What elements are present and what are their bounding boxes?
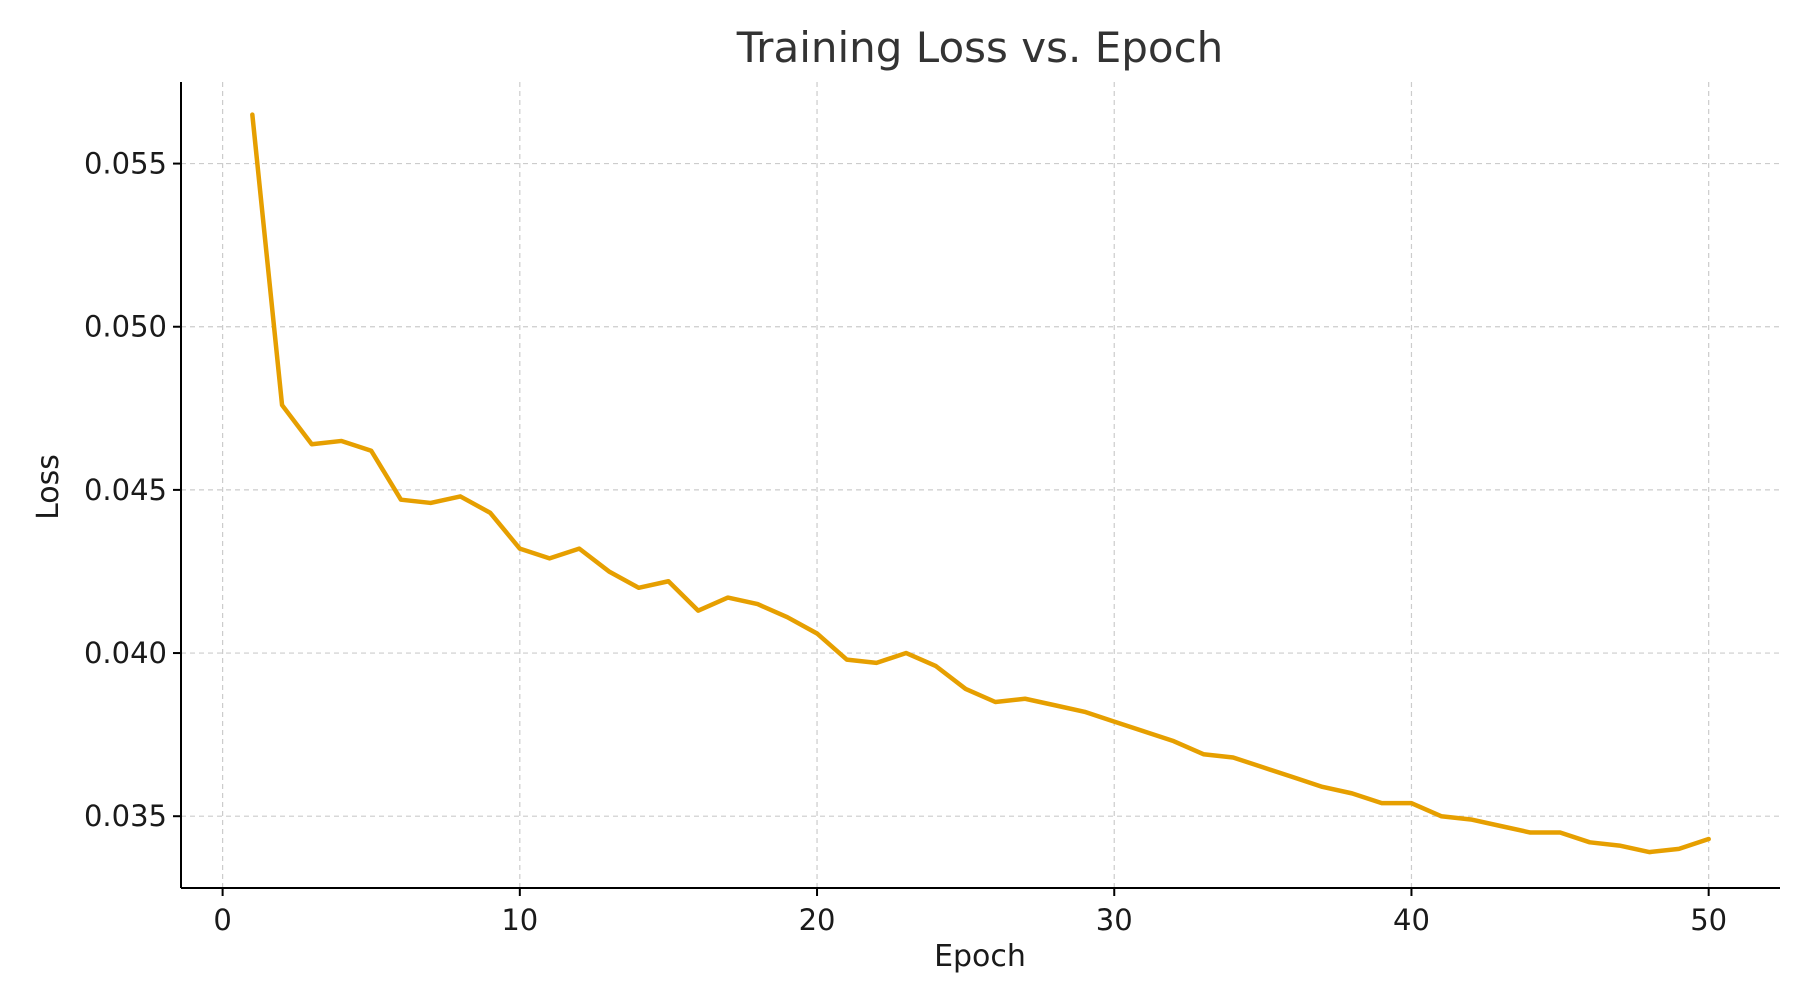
loss-data-point — [399, 497, 403, 501]
loss-data-point — [1171, 739, 1175, 743]
loss-data-point — [785, 615, 789, 619]
loss-data-point — [1142, 729, 1146, 733]
y-tick-label: 0.055 — [84, 147, 167, 181]
loss-data-point — [1409, 801, 1413, 805]
loss-data-point — [1082, 710, 1086, 714]
loss-data-point — [339, 439, 343, 443]
x-tick-label: 10 — [501, 903, 538, 937]
loss-data-point — [1380, 801, 1384, 805]
y-tick-label: 0.040 — [84, 636, 167, 670]
loss-data-point — [1201, 752, 1205, 756]
loss-data-point — [666, 579, 670, 583]
loss-data-point — [934, 664, 938, 668]
loss-series-line — [250, 112, 1711, 855]
grid-layer — [181, 82, 1780, 888]
loss-data-point — [696, 608, 700, 612]
loss-data-point — [845, 657, 849, 661]
y-tick-label: 0.045 — [84, 473, 167, 507]
loss-data-point — [458, 494, 462, 498]
loss-data-point — [1320, 785, 1324, 789]
y-tick-label: 0.050 — [84, 310, 167, 344]
x-axis-ticks: 0 10 20 30 40 50 — [213, 888, 1727, 937]
loss-data-point — [369, 449, 373, 453]
loss-data-point — [1469, 817, 1473, 821]
y-tick-label: 0.035 — [84, 799, 167, 833]
loss-data-point — [815, 631, 819, 635]
loss-data-point — [1706, 837, 1710, 841]
loss-data-point — [637, 586, 641, 590]
x-tick-label: 30 — [1096, 903, 1133, 937]
loss-data-point — [1023, 697, 1027, 701]
loss-data-point — [1588, 840, 1592, 844]
loss-data-point — [518, 546, 522, 550]
loss-data-point — [488, 511, 492, 515]
loss-data-point — [250, 112, 254, 116]
loss-data-point — [755, 602, 759, 606]
y-axis-ticks: 0.035 0.040 0.045 0.050 0.055 — [84, 147, 181, 833]
series-layer — [250, 112, 1711, 855]
loss-data-point — [1498, 824, 1502, 828]
loss-data-point — [993, 700, 997, 704]
chart-title: Training Loss vs. Epoch — [736, 23, 1224, 72]
loss-data-point — [310, 442, 314, 446]
loss-data-point — [1647, 850, 1651, 854]
loss-data-point — [726, 595, 730, 599]
loss-data-point — [1439, 814, 1443, 818]
x-tick-label: 40 — [1393, 903, 1430, 937]
loss-data-point — [1617, 843, 1621, 847]
loss-data-point — [547, 556, 551, 560]
x-tick-label: 50 — [1690, 903, 1727, 937]
loss-data-point — [607, 569, 611, 573]
x-tick-label: 0 — [213, 903, 231, 937]
loss-data-point — [1231, 755, 1235, 759]
x-tick-label: 20 — [799, 903, 836, 937]
loss-data-point — [1350, 791, 1354, 795]
loss-data-point — [904, 651, 908, 655]
loss-data-point — [1290, 775, 1294, 779]
loss-data-point — [428, 501, 432, 505]
axes-spines — [180, 82, 1780, 889]
loss-data-point — [963, 687, 967, 691]
loss-data-point — [577, 546, 581, 550]
loss-data-point — [1112, 719, 1116, 723]
loss-data-point — [1053, 703, 1057, 707]
loss-data-point — [874, 661, 878, 665]
y-axis-label: Loss — [31, 454, 66, 520]
x-axis-label: Epoch — [934, 939, 1026, 974]
loss-data-point — [1677, 847, 1681, 851]
loss-data-point — [1558, 830, 1562, 834]
loss-data-point — [1528, 830, 1532, 834]
loss-data-point — [1261, 765, 1265, 769]
loss-data-point — [280, 403, 284, 407]
